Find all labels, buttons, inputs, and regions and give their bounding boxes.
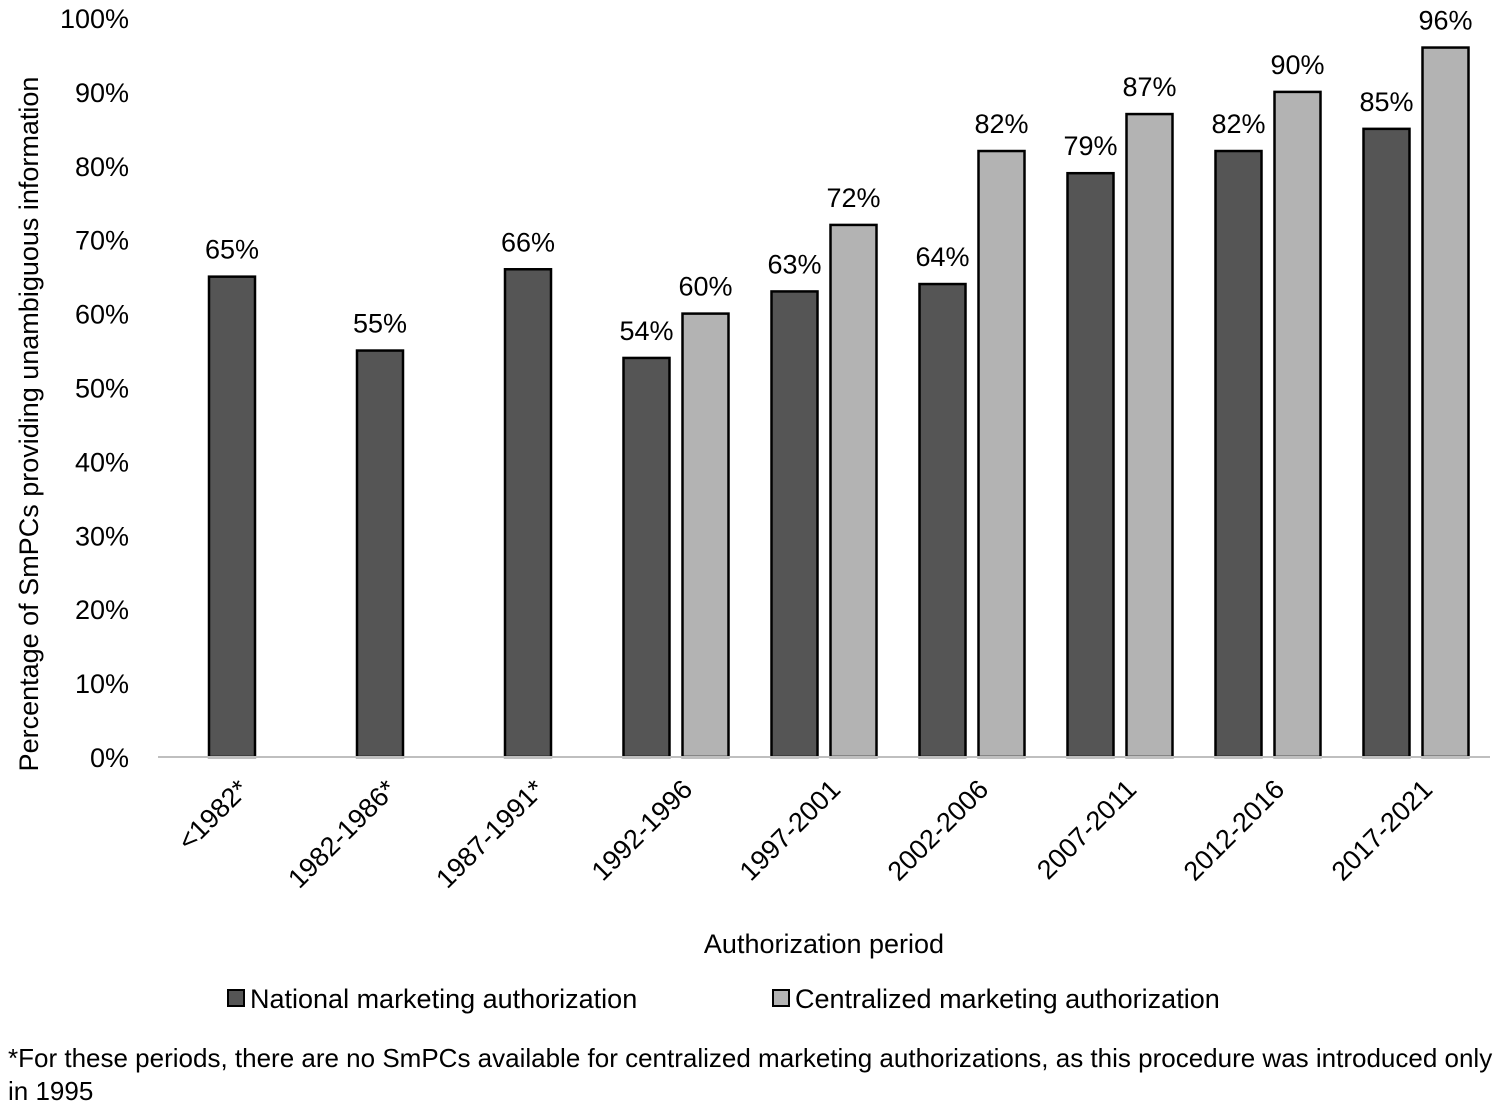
data-label-centralized: 82% — [974, 109, 1028, 139]
y-tick-label: 40% — [75, 447, 129, 477]
data-label-national: 65% — [205, 235, 259, 265]
bar-centralized — [1273, 90, 1322, 759]
data-label-national: 54% — [619, 316, 673, 346]
data-label-centralized: 96% — [1418, 6, 1472, 36]
y-tick-label: 0% — [90, 743, 129, 773]
bar-national — [770, 290, 819, 759]
x-tick-label: 2017-2021 — [1326, 774, 1439, 887]
legend-label-national: National marketing authorization — [250, 984, 637, 1014]
legend-swatch-centralized — [772, 989, 790, 1007]
y-tick-label: 50% — [75, 374, 129, 404]
data-label-national: 55% — [353, 309, 407, 339]
data-label-centralized: 90% — [1270, 50, 1324, 80]
bar-national — [355, 349, 405, 759]
x-tick-label: 2002-2006 — [882, 774, 995, 887]
bar-centralized — [1125, 112, 1174, 759]
data-label-centralized: 72% — [826, 183, 880, 213]
bar-chart: 0% 10% 20% 30% 40% 50% 60% 70% 80% 90% 100% 65% 55%… — [14, 4, 1490, 1014]
legend-label-centralized: Centralized marketing authorization — [795, 984, 1220, 1014]
y-tick-label: 20% — [75, 595, 129, 625]
bar-national — [503, 268, 553, 759]
y-tick-label: 30% — [75, 521, 129, 551]
bar-national — [622, 356, 671, 759]
y-axis-ticks: 0% 10% 20% 30% 40% 50% 60% 70% 80% 90% 100% — [60, 4, 129, 773]
data-label-centralized: 87% — [1122, 72, 1176, 102]
x-tick-label: 2007-2011 — [1031, 774, 1142, 885]
bar-centralized — [1421, 46, 1470, 759]
x-axis-ticks: <1982* 1982-1986* 1987-1991* 1992-1996 1997-… — [172, 774, 1438, 894]
data-labels: 65%55%66%54%60%63%72%64%82%79%87%82%90%8… — [205, 6, 1473, 346]
bar-national — [1362, 127, 1411, 759]
data-label-national: 79% — [1063, 131, 1117, 161]
bar-national — [1066, 171, 1115, 759]
bar-centralized — [681, 312, 730, 759]
x-tick-label: <1982* — [172, 774, 255, 857]
y-tick-label: 10% — [75, 669, 129, 699]
data-label-national: 85% — [1359, 87, 1413, 117]
y-tick-label: 90% — [75, 78, 129, 108]
x-tick-label: 1982-1986* — [282, 774, 402, 894]
y-axis-title: Percentage of SmPCs providing unambiguou… — [14, 77, 44, 772]
x-tick-label: 1992-1996 — [586, 774, 699, 887]
x-tick-label: 2012-2016 — [1178, 774, 1291, 887]
bar-national — [1214, 149, 1263, 759]
legend: National marketing authorization Centrali… — [227, 984, 1220, 1014]
x-tick-label: 1987-1991* — [430, 774, 550, 894]
bar-centralized — [829, 223, 878, 759]
bar-national — [207, 275, 257, 759]
bar-centralized — [977, 149, 1026, 759]
x-tick-label: 1997-2001 — [734, 774, 847, 887]
y-tick-label: 80% — [75, 152, 129, 182]
bars — [207, 46, 1470, 759]
footnote: *For these periods, there are no SmPCs a… — [8, 1043, 1493, 1106]
data-label-national: 66% — [501, 227, 555, 257]
y-tick-label: 60% — [75, 300, 129, 330]
y-tick-label: 100% — [60, 4, 129, 34]
x-axis-title: Authorization period — [704, 929, 944, 959]
data-label-national: 63% — [767, 249, 821, 279]
bar-national — [918, 282, 967, 759]
data-label-centralized: 60% — [678, 272, 732, 302]
legend-swatch-national — [227, 989, 245, 1007]
data-label-national: 82% — [1211, 109, 1265, 139]
data-label-national: 64% — [915, 242, 969, 272]
y-tick-label: 70% — [75, 226, 129, 256]
